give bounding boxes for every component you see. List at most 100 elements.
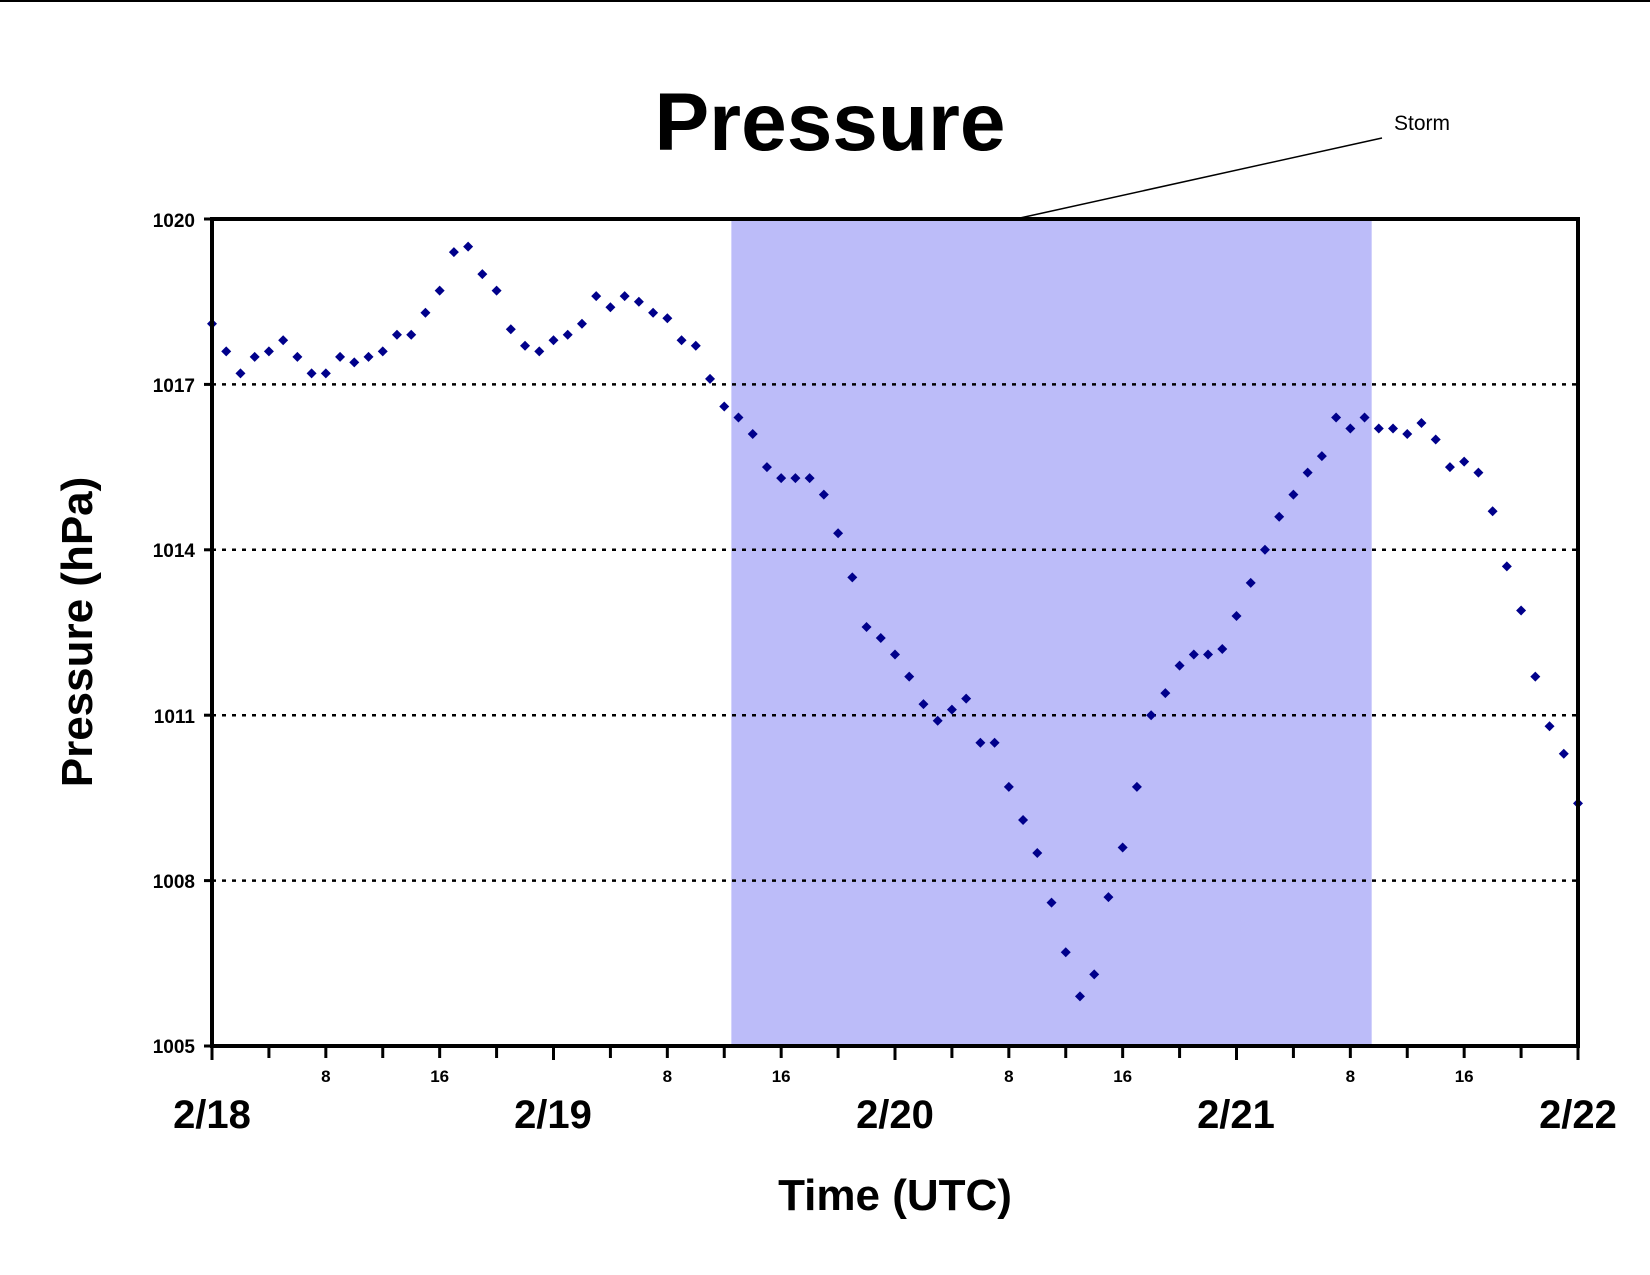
data-point: [1402, 429, 1413, 440]
x-date-label: 2/18: [173, 1093, 251, 1137]
data-point: [804, 473, 815, 484]
x-hour-label: 16: [1113, 1067, 1132, 1086]
x-hour-label: 16: [430, 1067, 449, 1086]
data-point: [1530, 671, 1541, 682]
data-point: [932, 715, 943, 726]
data-point: [1388, 423, 1399, 434]
y-tick-label: 1005: [153, 1037, 196, 1058]
data-point: [776, 473, 787, 484]
data-point: [335, 351, 346, 362]
data-point: [1003, 781, 1014, 792]
data-point: [406, 329, 417, 340]
y-tick-label: 1017: [153, 376, 195, 397]
data-point: [1473, 467, 1484, 478]
data-point: [648, 307, 659, 318]
x-hour-label: 16: [772, 1067, 791, 1086]
data-point: [292, 351, 303, 362]
data-point: [1501, 561, 1512, 572]
data-point: [818, 489, 829, 500]
x-axis-title: Time (UTC): [778, 1171, 1012, 1220]
data-point: [847, 572, 858, 583]
data-point: [747, 429, 758, 440]
x-hour-label: 8: [663, 1067, 672, 1086]
data-point: [1516, 605, 1527, 616]
data-point: [705, 373, 716, 384]
data-point: [1018, 814, 1029, 825]
data-point: [1444, 462, 1455, 473]
y-tick-label: 1020: [153, 211, 195, 232]
data-point: [1174, 660, 1185, 671]
data-point: [477, 269, 488, 280]
storm-annotation-leader: [1019, 137, 1383, 219]
data-point: [520, 340, 531, 351]
data-point: [975, 737, 986, 748]
x-date-label: 2/20: [856, 1093, 934, 1137]
data-point: [1188, 649, 1199, 660]
data-point: [448, 247, 459, 258]
data-point: [946, 704, 957, 715]
plot-frame: [210, 217, 1580, 1048]
data-point: [320, 368, 331, 379]
data-point: [1217, 644, 1228, 655]
data-point: [1259, 544, 1270, 555]
storm-shaded-region: [731, 219, 1372, 1046]
data-point: [1160, 688, 1171, 699]
y-tick-label: 1011: [154, 707, 196, 728]
data-point: [989, 737, 1000, 748]
x-date-label: 2/21: [1197, 1093, 1275, 1137]
data-point: [1359, 412, 1370, 423]
data-point: [235, 368, 246, 379]
y-tick-labels: 1020 1017 1014 1011 1008 1005: [153, 211, 196, 1058]
data-point: [1203, 649, 1214, 660]
data-point: [548, 335, 559, 346]
data-point: [790, 473, 801, 484]
data-point: [1558, 748, 1569, 759]
data-point: [1373, 423, 1384, 434]
data-point: [463, 241, 474, 252]
storm-annotation: Storm: [1394, 112, 1450, 135]
data-point: [1487, 506, 1498, 517]
data-point: [377, 346, 388, 357]
data-point: [1146, 710, 1157, 721]
data-point: [1231, 610, 1242, 621]
data-point: [633, 296, 644, 307]
data-point: [576, 318, 587, 329]
data-point: [263, 346, 274, 357]
data-point: [1089, 969, 1100, 980]
data-point: [1032, 848, 1043, 859]
data-point: [349, 357, 360, 368]
top-border-line: [0, 0, 1650, 2]
data-point: [1430, 434, 1441, 445]
data-point: [505, 324, 516, 335]
data-point: [676, 335, 687, 346]
data-point: [1245, 577, 1256, 588]
data-point: [1316, 451, 1327, 462]
x-date-labels: 2/18 2/19 2/20 2/21 2/22: [173, 1093, 1617, 1137]
x-hour-label: 16: [1455, 1067, 1474, 1086]
data-points: [207, 241, 1583, 1002]
data-point: [1416, 417, 1427, 428]
x-date-label: 2/19: [514, 1093, 592, 1137]
y-tick-label: 1014: [153, 541, 196, 562]
data-point: [1459, 456, 1470, 467]
y-axis-title: Pressure (hPa): [53, 477, 102, 788]
x-hour-labels: 8 16 8 16 8 16 8 16: [321, 1067, 1474, 1086]
data-point: [690, 340, 701, 351]
data-point: [562, 329, 573, 340]
x-hour-label: 8: [321, 1067, 330, 1086]
data-point: [278, 335, 289, 346]
y-tick-label: 1008: [153, 872, 195, 893]
data-point: [1046, 897, 1057, 908]
data-point: [719, 401, 730, 412]
data-point: [1331, 412, 1342, 423]
data-point: [491, 285, 502, 296]
data-point: [534, 346, 545, 357]
data-point: [761, 462, 772, 473]
data-point: [1544, 721, 1555, 732]
x-hour-label: 8: [1004, 1067, 1013, 1086]
x-hour-label: 8: [1346, 1067, 1355, 1086]
x-axis-ticks: [210, 1046, 1580, 1060]
data-point: [363, 351, 374, 362]
data-point: [619, 291, 630, 302]
